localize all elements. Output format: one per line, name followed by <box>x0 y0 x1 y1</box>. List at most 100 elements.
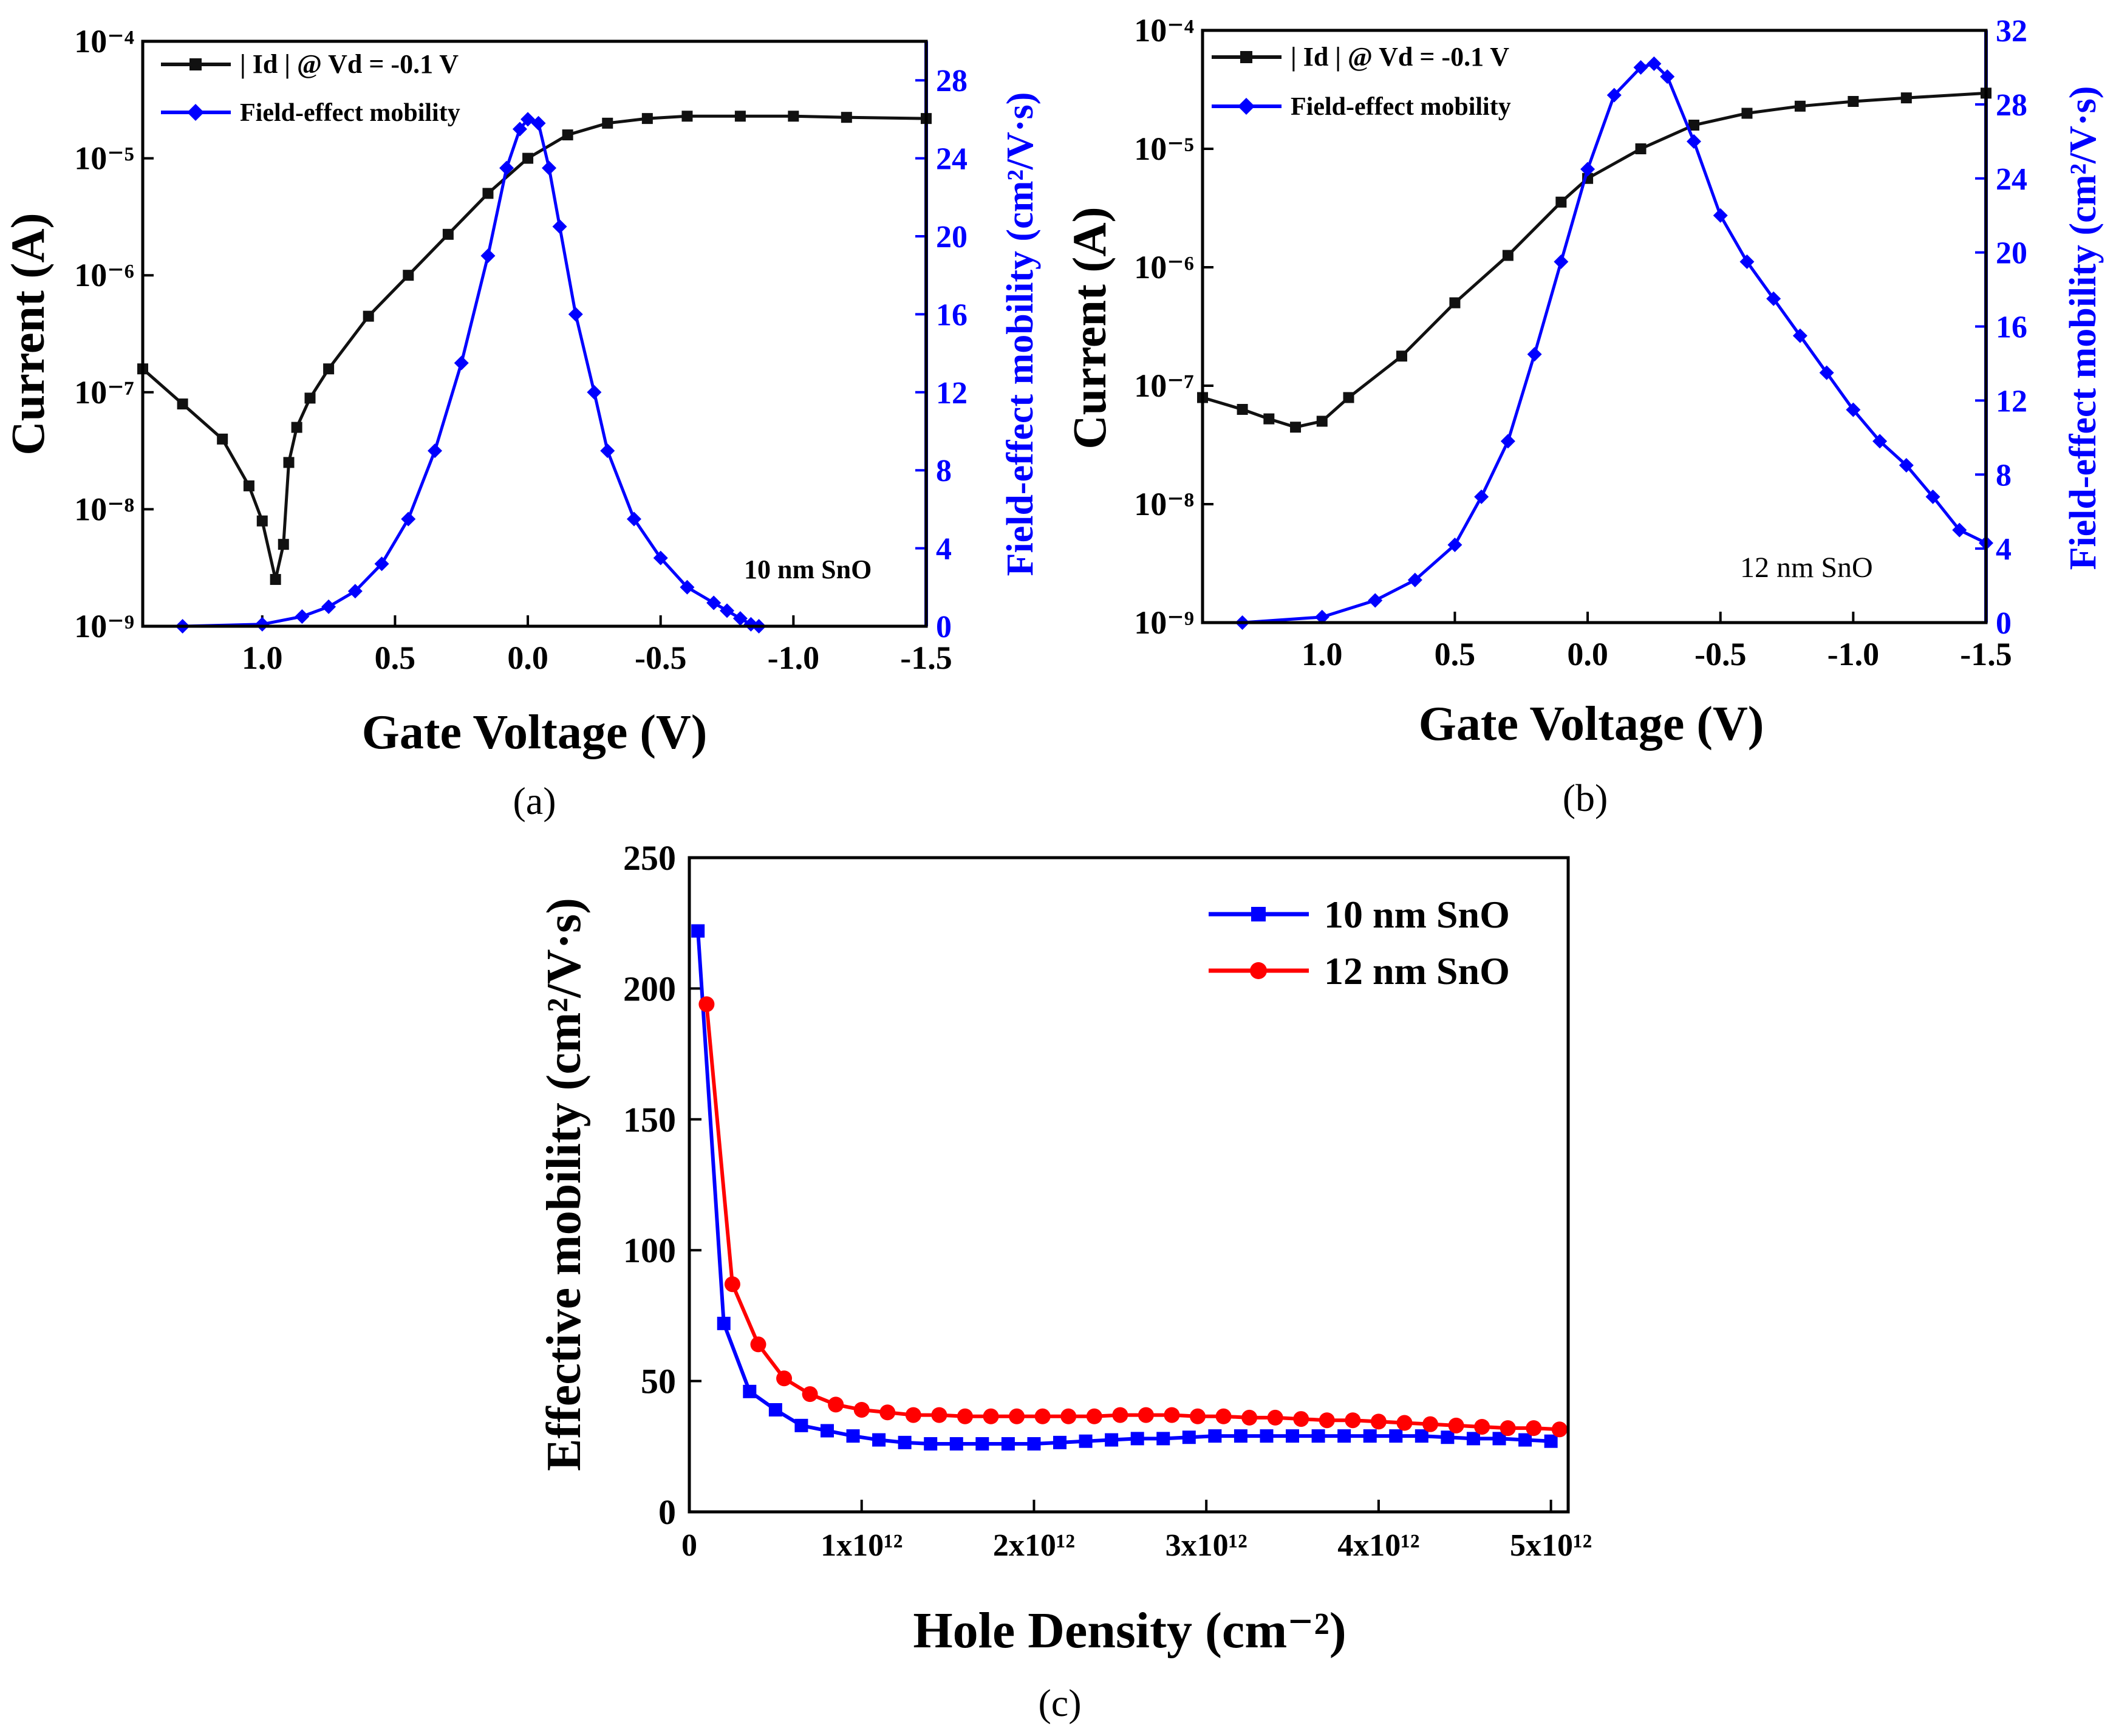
panel-a-legend-mobility: Field-effect mobility <box>240 99 460 127</box>
mobility-point <box>1368 593 1383 608</box>
data-point-12nm <box>828 1396 844 1413</box>
current-point <box>323 363 335 375</box>
mobility-point <box>1766 291 1781 306</box>
mobility-point <box>1792 328 1807 343</box>
data-point-12nm <box>1526 1420 1542 1437</box>
panel-b-y-axis-label: Current (A) <box>1063 207 1116 449</box>
current-point <box>1502 250 1514 261</box>
data-point-12nm <box>1370 1413 1387 1430</box>
data-point-10nm <box>846 1429 860 1443</box>
mobility-point <box>512 121 527 137</box>
x-tick-label: -0.5 <box>1695 636 1746 672</box>
current-point <box>1848 96 1859 107</box>
y-right-tick-label: 28 <box>936 64 968 98</box>
x-tick-label: 0.5 <box>1435 636 1476 672</box>
panel-a-chart: 1.0 0.5 0.0 -0.5 -1.0 -1.5 10⁻⁹ 10⁻⁸ 10⁻⁷ 10⁻⁶ 10⁻… <box>1 23 1041 822</box>
data-point-10nm <box>975 1437 989 1451</box>
data-point-10nm <box>794 1418 808 1432</box>
data-point-10nm <box>1156 1432 1170 1446</box>
data-point-12nm <box>1034 1408 1051 1424</box>
x-tick-label: -1.5 <box>900 640 952 676</box>
panel-c-chart: 0 1x10¹² 2x10¹² 3x10¹² 4x10¹² 5x10¹² 0 50 100 150… <box>538 838 1592 1724</box>
data-point-12nm <box>1396 1415 1413 1431</box>
y-right-tick-label: 8 <box>936 454 952 488</box>
current-point <box>1263 413 1275 425</box>
data-point-12nm <box>1267 1409 1283 1426</box>
data-point-12nm <box>1241 1409 1258 1426</box>
x-tick-label: 4x10¹² <box>1337 1528 1419 1563</box>
mobility-point <box>552 219 567 234</box>
x-tick-label: 0 <box>681 1528 697 1563</box>
data-point-12nm <box>931 1407 947 1423</box>
y-right-tick-label: 12 <box>936 376 968 411</box>
current-point <box>243 480 254 491</box>
current-point <box>1555 196 1567 208</box>
data-point-12nm <box>853 1401 870 1418</box>
data-point-12nm <box>1293 1411 1309 1427</box>
data-point-12nm <box>1189 1408 1206 1424</box>
current-point <box>1343 392 1354 403</box>
data-point-12nm <box>1448 1417 1464 1434</box>
mobility-point <box>1606 87 1622 103</box>
y-right-tick-label: 12 <box>1996 384 2027 419</box>
current-point <box>1741 108 1753 119</box>
current-point <box>217 433 228 445</box>
current-point <box>641 113 653 125</box>
mobility-point <box>454 355 469 371</box>
panel-b-plot-frame <box>1201 29 1988 624</box>
y-right-tick-label: 24 <box>936 142 968 177</box>
data-point-12nm <box>750 1336 766 1353</box>
panel-a-ticks: 1.0 0.5 0.0 -0.5 -1.0 -1.5 10⁻⁹ 10⁻⁸ 10⁻⁷ 10⁻⁶ 10⁻… <box>74 23 968 676</box>
panel-b-caption: (b) <box>1563 776 1608 819</box>
mobility-point <box>295 609 310 624</box>
data-point-10nm <box>898 1435 912 1449</box>
current-point <box>1290 422 1302 433</box>
mobility-point <box>568 307 583 322</box>
current-point <box>177 398 188 410</box>
x-tick-label: 3x10¹² <box>1166 1528 1247 1563</box>
current-series-line <box>142 114 927 580</box>
mobility-point <box>1554 254 1569 269</box>
current-point <box>1635 143 1647 154</box>
panel-a-y-axis-label: Current (A) <box>1 213 54 455</box>
mobility-point <box>1739 254 1755 269</box>
mobility-point <box>401 511 416 527</box>
current-point <box>291 422 302 433</box>
data-point-12nm <box>1009 1408 1025 1424</box>
mobility-point <box>347 584 363 599</box>
mobility-point <box>374 556 389 572</box>
panel-b-y2-axis-label: Field-effect mobility (cm²/V·s) <box>2063 86 2104 570</box>
panel-c-legend-10nm: 10 nm SnO <box>1324 893 1510 936</box>
mobility-point <box>1474 489 1489 504</box>
current-point <box>734 111 746 122</box>
data-point-12nm <box>1474 1418 1490 1435</box>
data-point-10nm <box>717 1316 731 1330</box>
y-left-tick-label: 10⁻⁸ <box>74 491 134 527</box>
y-right-tick-label: 20 <box>936 220 968 255</box>
data-point-10nm <box>1208 1429 1222 1443</box>
y-left-tick-label: 10⁻⁴ <box>1134 12 1194 49</box>
data-point-10nm <box>768 1403 782 1416</box>
current-point <box>1316 415 1328 427</box>
mobility-point <box>321 599 336 614</box>
data-point-12nm <box>879 1404 896 1421</box>
panel-a-y2-axis-label: Field-effect mobility (cm²/V·s) <box>1000 92 1041 576</box>
y-tick-label: 150 <box>623 1100 676 1140</box>
mobility-point <box>1527 347 1542 362</box>
mobility-point <box>1872 434 1888 449</box>
current-point <box>562 129 573 141</box>
panel-a-legend-current: | Id | @ Vd = -0.1 V <box>240 49 459 79</box>
panel-b-legend-mobility: Field-effect mobility <box>1291 93 1511 121</box>
current-point <box>1396 350 1407 362</box>
mobility-point <box>531 115 546 131</box>
mobility-point <box>1925 489 1940 504</box>
y-tick-label: 100 <box>623 1231 676 1270</box>
series-line-10-nm-sno <box>696 931 1551 1446</box>
mobility-point <box>1633 60 1648 75</box>
current-point <box>304 392 316 404</box>
current-point <box>1237 404 1248 415</box>
x-tick-label: -1.0 <box>768 640 819 676</box>
y-right-tick-label: 16 <box>1996 310 2027 345</box>
panel-b-x-axis-label: Gate Voltage (V) <box>1419 697 1764 751</box>
